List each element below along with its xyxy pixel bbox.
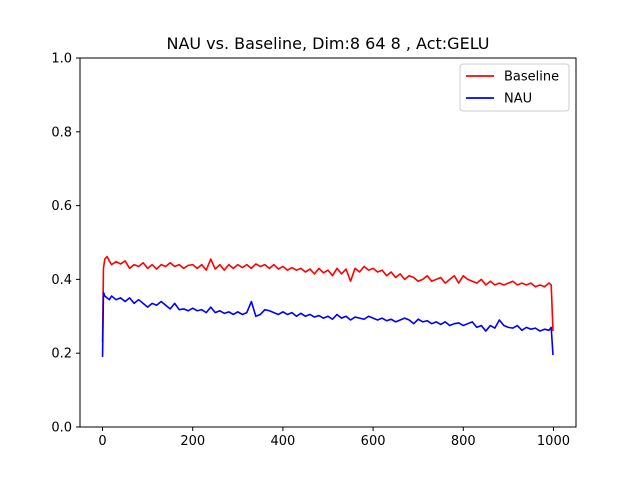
x-tick-label: 200 xyxy=(180,434,205,449)
x-tick-label: 0 xyxy=(98,434,106,449)
plot-area xyxy=(101,255,554,357)
y-tick-label: 0.8 xyxy=(51,125,72,140)
x-tick-label: 400 xyxy=(270,434,295,449)
y-tick-label: 0.6 xyxy=(51,199,72,214)
x-axis: 0 200 400 600 800 1000 xyxy=(98,427,570,449)
x-tick-label: 800 xyxy=(451,434,476,449)
series-line-baseline xyxy=(101,255,554,343)
y-axis: 0.0 0.2 0.4 0.6 0.8 1.0 xyxy=(51,52,80,436)
legend-label: NAU xyxy=(504,92,532,107)
legend: Baseline NAU xyxy=(459,63,570,112)
series-line-nau xyxy=(101,291,554,357)
chart-title: NAU vs. Baseline, Dim:8 64 8 , Act:GELU xyxy=(166,34,489,53)
x-tick-label: 600 xyxy=(361,434,386,449)
y-tick-label: 1.0 xyxy=(51,52,72,67)
y-tick-label: 0.2 xyxy=(51,347,72,362)
x-tick-label: 1000 xyxy=(537,434,570,449)
legend-label: Baseline xyxy=(504,70,559,85)
plot-frame xyxy=(79,57,577,428)
y-tick-label: 0.0 xyxy=(51,421,72,436)
y-tick-label: 0.4 xyxy=(51,273,72,288)
